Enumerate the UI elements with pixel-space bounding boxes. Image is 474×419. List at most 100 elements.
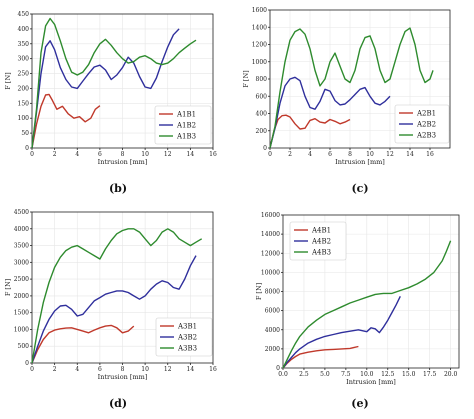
x-tick-label: 2: [53, 366, 57, 373]
y-tick-label: 400: [256, 111, 268, 118]
panel-label: (e): [351, 397, 368, 410]
y-tick-label: 100: [18, 115, 30, 122]
x-tick-label: 10: [141, 151, 149, 158]
y-tick-label: 150: [18, 100, 30, 107]
series-line-a1b3: [31, 17, 197, 149]
x-axis-label: Intrusion [mm]: [335, 158, 385, 166]
legend-label-a1b3: A1B3: [176, 133, 196, 141]
y-tick-label: 350: [18, 41, 30, 48]
x-tick-label: 12: [164, 151, 172, 158]
x-tick-label: 2: [288, 151, 292, 158]
y-tick-label: 1200: [252, 42, 267, 49]
y-tick-label: 3500: [14, 243, 29, 250]
y-tick-label: 500: [18, 343, 30, 350]
chart-panel-1: 0 2 4 6 8 10 12 14 16 0 50 100 150 200 250 300 350 400 450…: [4, 11, 217, 195]
x-tick-label: 6: [328, 151, 332, 158]
series-line-a2b1: [269, 114, 351, 149]
y-tick-label: 4000: [14, 226, 29, 233]
y-tick-label: 8000: [265, 289, 280, 296]
x-tick-label: 10.0: [360, 371, 374, 378]
legend-box: [394, 104, 450, 144]
y-tick-label: 200: [256, 128, 268, 135]
x-tick-label: 4: [308, 151, 312, 158]
legend: A3B1 A3B2 A3B3: [155, 317, 213, 357]
series-line-a4b2: [282, 295, 401, 369]
legend-box: [289, 221, 347, 261]
y-tick-label: 12000: [261, 250, 280, 257]
y-tick-label: 1500: [14, 310, 29, 317]
y-tick-label: 400: [18, 26, 30, 33]
chart-panel-3: 0 2 4 6 8 10 12 14 16 0 500 1000 1500 2000 2500 3000 350…: [4, 209, 217, 410]
y-tick-label: 1000: [14, 326, 29, 333]
y-tick-label: 14000: [261, 231, 280, 238]
panel-label: (d): [109, 397, 127, 410]
y-tick-label: 10000: [261, 269, 280, 276]
y-tick-label: 2000: [265, 346, 280, 353]
legend-label-a2b1: A2B1: [416, 110, 436, 118]
x-tick-label: 12: [164, 366, 172, 373]
y-tick-label: 2000: [14, 293, 29, 300]
y-tick-label: 200: [18, 85, 30, 92]
legend-label-a3b3: A3B3: [177, 345, 197, 353]
x-tick-label: 14: [187, 366, 195, 373]
x-tick-label: 5.0: [320, 371, 330, 378]
chart-panel-2: 0 2 4 6 8 10 12 14 16 0 200 400 600 800 1000 1200 1400 16…: [242, 7, 451, 195]
x-tick-label: 12: [386, 151, 394, 158]
x-tick-label: 16: [209, 151, 217, 158]
panel-label: (b): [109, 182, 127, 195]
x-axis-label: Intrusion [mm]: [98, 373, 148, 381]
panel-label: (c): [351, 182, 368, 195]
y-tick-label: 450: [18, 11, 30, 18]
legend-box: [154, 105, 212, 145]
y-axis-label: F [N]: [255, 283, 263, 300]
x-tick-label: 6: [98, 151, 102, 158]
legend-label-a2b3: A2B3: [416, 132, 436, 140]
x-tick-label: 10: [366, 151, 374, 158]
series-line-a3b1: [31, 324, 135, 364]
y-axis-label: F [N]: [4, 72, 12, 89]
legend-label-a4b3: A4B3: [311, 249, 331, 257]
series-line-a2b3: [269, 27, 434, 149]
legend-label-a2b2: A2B2: [416, 121, 436, 129]
x-tick-label: 6: [98, 366, 102, 373]
y-tick-label: 6000: [265, 308, 280, 315]
x-tick-label: 2.5: [299, 371, 309, 378]
x-axis-label: Intrusion [mm]: [98, 158, 148, 166]
y-axis-label: F [N]: [4, 279, 12, 296]
y-tick-label: 300: [18, 56, 30, 63]
series-line-a3b3: [31, 228, 203, 364]
x-tick-label: 10: [141, 366, 149, 373]
series-line-a1b1: [31, 93, 101, 149]
y-tick-label: 1600: [252, 7, 267, 14]
legend-label-a3b2: A3B2: [177, 334, 197, 342]
legend-box: [155, 317, 213, 357]
x-tick-label: 8: [348, 151, 352, 158]
y-tick-label: 250: [18, 71, 30, 78]
x-tick-label: 4: [75, 366, 79, 373]
x-tick-label: 0.0: [278, 371, 288, 378]
legend-label-a4b1: A4B1: [311, 227, 331, 235]
series-line-a2b2: [269, 76, 391, 149]
y-tick-label: 3000: [14, 259, 29, 266]
x-tick-label: 2: [53, 151, 57, 158]
y-tick-label: 2500: [14, 276, 29, 283]
y-tick-label: 0: [25, 145, 29, 152]
y-axis-label: F [N]: [242, 70, 250, 87]
series-line-a3b2: [31, 255, 197, 364]
legend-label-a3b1: A3B1: [177, 323, 197, 331]
x-tick-label: 12.5: [381, 371, 395, 378]
y-tick-label: 0: [25, 360, 29, 367]
y-tick-label: 4000: [265, 327, 280, 334]
x-tick-label: 0: [30, 366, 34, 373]
x-tick-label: 20.0: [444, 371, 458, 378]
y-tick-label: 4500: [14, 209, 29, 216]
y-tick-label: 1400: [252, 24, 267, 31]
x-tick-label: 16: [209, 366, 217, 373]
series-line-a1b2: [31, 28, 180, 149]
x-tick-label: 17.5: [423, 371, 437, 378]
y-tick-label: 600: [256, 93, 268, 100]
series-line-a4b1: [282, 345, 359, 369]
x-tick-label: 0: [268, 151, 272, 158]
y-tick-label: 16000: [261, 212, 280, 219]
